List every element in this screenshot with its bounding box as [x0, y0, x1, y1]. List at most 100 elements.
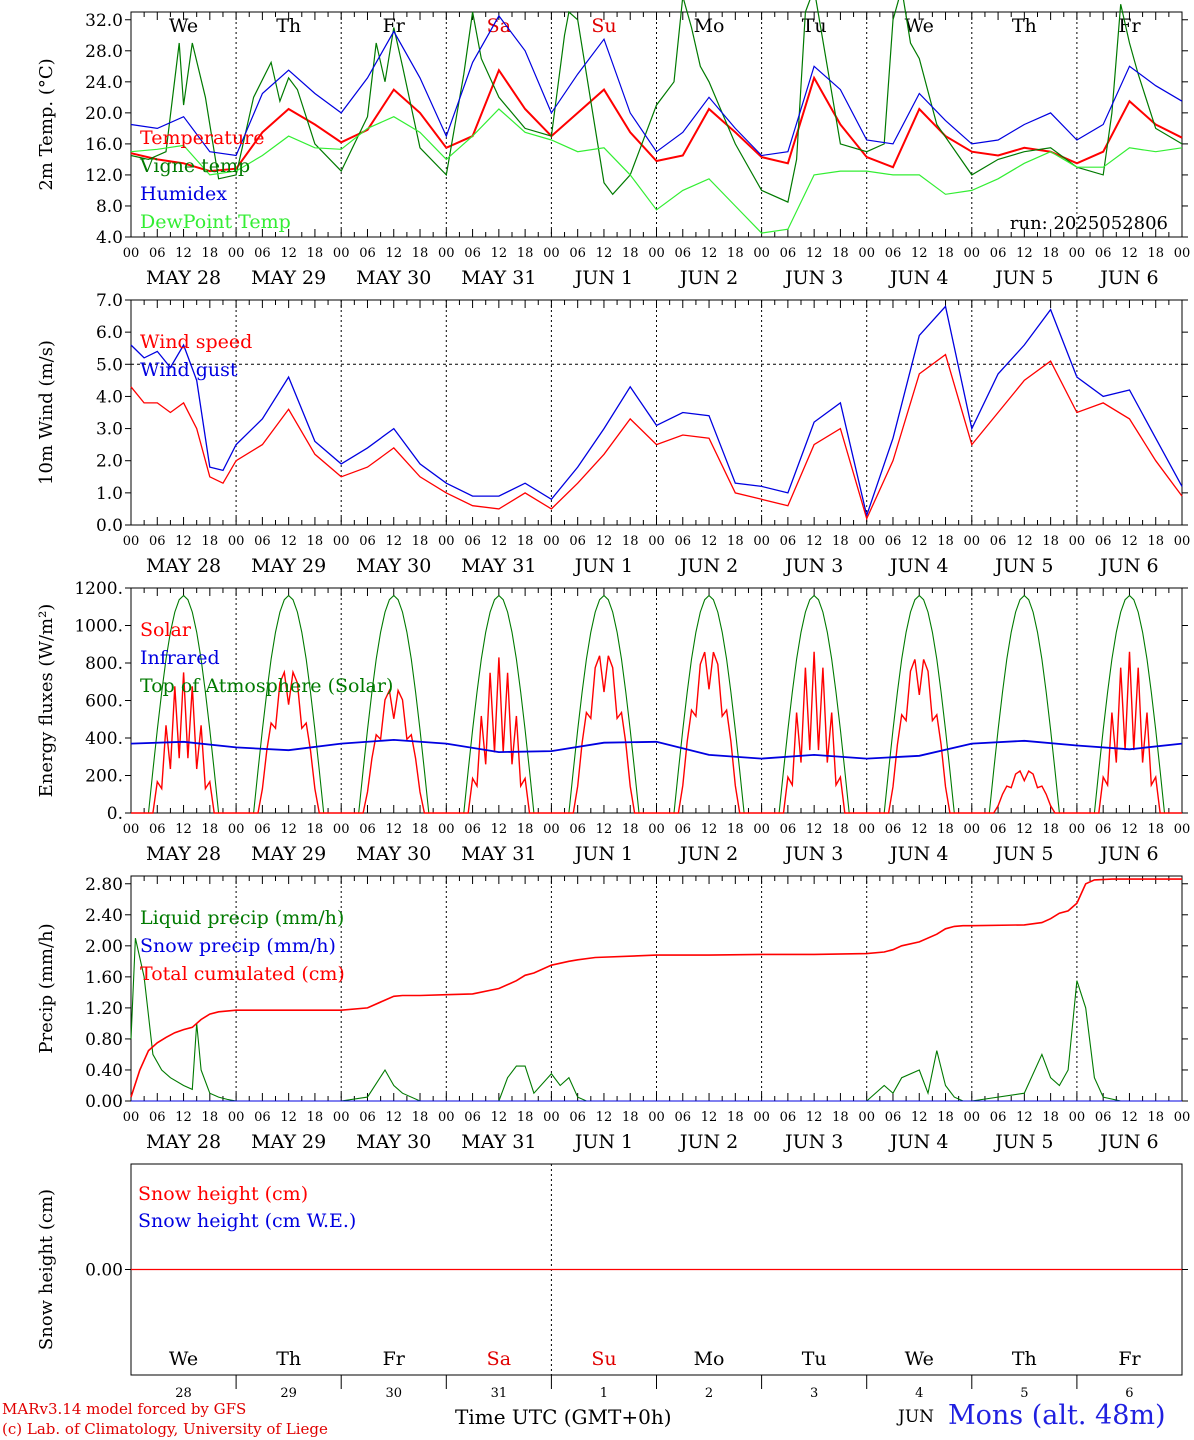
y-tick-label: 200.: [85, 767, 123, 787]
hour-label: 06: [885, 534, 902, 549]
day-name: Th: [1012, 15, 1037, 37]
hour-label: 06: [569, 1110, 586, 1125]
hour-label: 12: [280, 534, 297, 549]
date-label: JUN 2: [678, 555, 738, 577]
hour-label: 00: [1069, 534, 1086, 549]
y-axis-label: Precip (mm/h): [36, 923, 57, 1053]
series-temperature: [130, 68, 1183, 173]
legend-entry: Total cumulated (cm): [140, 963, 345, 985]
y-tick-label: 8.0: [96, 197, 123, 217]
hour-label: 06: [990, 822, 1007, 837]
hour-label: 12: [911, 246, 928, 261]
date-label: JUN 4: [888, 555, 948, 577]
y-tick-label: 800.: [85, 654, 123, 674]
hour-label: 12: [701, 822, 718, 837]
hour-label: 12: [385, 534, 402, 549]
hour-label: 12: [280, 1110, 297, 1125]
day-name: Sa: [487, 15, 511, 37]
legend-entry: Temperature: [140, 127, 264, 149]
hour-label: 12: [1016, 246, 1033, 261]
hour-label: 18: [622, 534, 639, 549]
hour-label: 06: [990, 534, 1007, 549]
hour-label: 00: [753, 1110, 770, 1125]
hour-label: 06: [254, 246, 271, 261]
date-label: JUN 6: [1098, 555, 1158, 577]
date-label: MAY 29: [251, 1131, 326, 1153]
hour-label: 12: [596, 822, 613, 837]
date-label: MAY 29: [251, 267, 326, 289]
hour-label: 06: [1095, 1110, 1112, 1125]
y-tick-label: 32.0: [85, 11, 123, 31]
station-label: Mons (alt. 48m): [948, 1400, 1166, 1431]
day-number: 1: [600, 1386, 608, 1400]
hour-label: 00: [123, 534, 140, 549]
hour-label: 00: [1069, 246, 1086, 261]
legend-entry: Snow height (cm W.E.): [138, 1210, 356, 1232]
series-liquid-precip: [130, 937, 1182, 1102]
hour-label: 00: [438, 1110, 455, 1125]
hour-label: 06: [569, 534, 586, 549]
hour-label: 00: [228, 1110, 245, 1125]
hour-label: 00: [1174, 822, 1191, 837]
hour-label: 00: [964, 1110, 981, 1125]
hour-label: 00: [438, 534, 455, 549]
run-label: run: 2025052806: [1010, 213, 1168, 234]
date-label: JUN 3: [783, 1131, 843, 1153]
legend-entry: Infrared: [140, 647, 220, 669]
hour-label: 12: [806, 1110, 823, 1125]
date-label: JUN 6: [1098, 1131, 1158, 1153]
y-tick-label: 4.0: [96, 387, 123, 407]
credit-lab: (c) Lab. of Climatology, University of L…: [2, 1420, 328, 1438]
hour-label: 00: [123, 1110, 140, 1125]
hour-label: 12: [1121, 1110, 1138, 1125]
day-name: Su: [591, 1348, 616, 1370]
hour-label: 18: [307, 822, 324, 837]
hour-label: 18: [727, 246, 744, 261]
day-name: Fr: [1118, 1348, 1141, 1370]
y-tick-label: 1000.: [74, 617, 123, 637]
date-label: JUN 1: [573, 1131, 633, 1153]
hour-label: 00: [858, 1110, 875, 1125]
date-label: MAY 31: [461, 555, 536, 577]
y-tick-label: 2.80: [85, 875, 123, 895]
hour-label: 00: [648, 534, 665, 549]
y-tick-label: 0.00: [85, 1092, 123, 1112]
legend-entry: Humidex: [140, 183, 227, 205]
hour-label: 00: [543, 822, 560, 837]
day-number: 5: [1020, 1386, 1028, 1400]
date-label: JUN 6: [1098, 267, 1158, 289]
hour-label: 18: [517, 822, 534, 837]
y-tick-label: 24.0: [85, 73, 123, 93]
hour-label: 18: [307, 534, 324, 549]
hour-label: 12: [491, 1110, 508, 1125]
hour-label: 06: [359, 534, 376, 549]
legend-entry: Wind speed: [140, 331, 252, 353]
day-number: 3: [810, 1386, 818, 1400]
y-tick-label: 0.: [107, 804, 123, 824]
hour-label: 18: [1042, 534, 1059, 549]
date-label: MAY 28: [146, 1131, 221, 1153]
y-axis-label: 10m Wind (m/s): [36, 340, 57, 485]
hour-label: 12: [385, 246, 402, 261]
date-label: JUN 1: [573, 843, 633, 865]
hour-label: 12: [596, 246, 613, 261]
hour-label: 18: [1042, 246, 1059, 261]
hour-label: 06: [464, 246, 481, 261]
y-tick-label: 2.0: [96, 452, 123, 472]
date-label: MAY 31: [461, 843, 536, 865]
hour-label: 06: [990, 1110, 1007, 1125]
hour-label: 12: [491, 534, 508, 549]
series-wind-gust: [130, 305, 1183, 518]
hour-label: 06: [464, 1110, 481, 1125]
hour-label: 00: [858, 246, 875, 261]
hour-label: 00: [123, 822, 140, 837]
hour-label: 00: [228, 534, 245, 549]
hour-label: 18: [202, 534, 219, 549]
series-wind-speed: [130, 353, 1183, 521]
day-name: Mo: [694, 15, 725, 37]
date-label: JUN 6: [1098, 843, 1158, 865]
day-name: We: [169, 15, 198, 37]
y-tick-label: 2.40: [85, 906, 123, 926]
date-label: JUN 4: [888, 267, 948, 289]
hour-label: 18: [517, 1110, 534, 1125]
